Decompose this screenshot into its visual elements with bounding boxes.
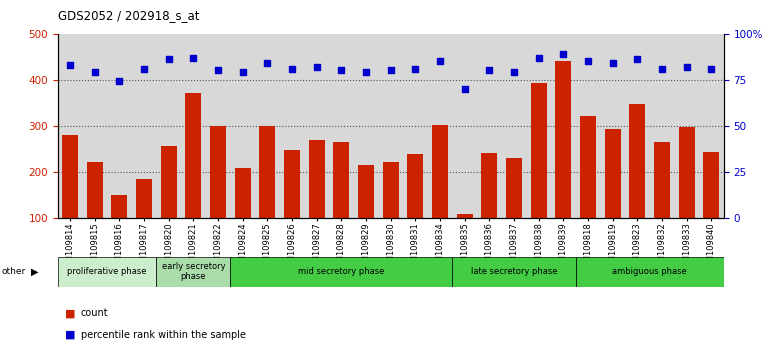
Point xyxy=(384,68,397,73)
Bar xyxy=(235,168,251,264)
Point xyxy=(484,68,496,73)
Text: proliferative phase: proliferative phase xyxy=(67,267,147,276)
Point xyxy=(113,79,126,84)
Point xyxy=(64,62,76,68)
Point xyxy=(310,64,323,70)
Point xyxy=(187,55,199,61)
Bar xyxy=(284,150,300,264)
Bar xyxy=(457,214,473,264)
Bar xyxy=(704,152,719,264)
Point xyxy=(656,66,668,72)
Point xyxy=(533,55,545,61)
Point xyxy=(360,69,372,75)
Point xyxy=(459,86,471,92)
Bar xyxy=(555,61,571,264)
Text: early secretory
phase: early secretory phase xyxy=(162,262,226,281)
Bar xyxy=(333,142,350,264)
Text: mid secretory phase: mid secretory phase xyxy=(298,267,385,276)
Bar xyxy=(210,126,226,264)
Point xyxy=(162,57,175,62)
Bar xyxy=(87,162,102,264)
Point xyxy=(705,66,718,72)
Bar xyxy=(259,126,276,264)
Bar xyxy=(604,129,621,264)
Bar xyxy=(654,142,670,264)
Bar xyxy=(629,104,645,264)
Point xyxy=(410,66,422,72)
Point xyxy=(557,51,570,57)
Text: late secretory phase: late secretory phase xyxy=(471,267,557,276)
Bar xyxy=(531,83,547,264)
Bar xyxy=(230,257,453,287)
Point xyxy=(335,68,347,73)
Text: other: other xyxy=(2,267,25,276)
Bar xyxy=(453,257,576,287)
Text: percentile rank within the sample: percentile rank within the sample xyxy=(81,330,246,339)
Point xyxy=(681,64,693,70)
Bar xyxy=(481,153,497,264)
Point xyxy=(138,66,150,72)
Text: GDS2052 / 202918_s_at: GDS2052 / 202918_s_at xyxy=(58,9,199,22)
Point xyxy=(236,69,249,75)
Point xyxy=(582,58,594,64)
Point xyxy=(434,58,447,64)
Point xyxy=(261,60,273,66)
Bar xyxy=(62,135,78,264)
Point xyxy=(89,69,101,75)
Bar xyxy=(309,141,325,264)
Bar xyxy=(576,257,724,287)
Bar xyxy=(112,195,128,264)
Bar xyxy=(383,162,399,264)
Point xyxy=(607,60,619,66)
Bar xyxy=(186,93,202,264)
Text: ■: ■ xyxy=(65,330,76,339)
Point xyxy=(508,69,521,75)
Bar xyxy=(58,257,156,287)
Bar xyxy=(506,158,522,264)
Text: ■: ■ xyxy=(65,308,76,318)
Text: ambiguous phase: ambiguous phase xyxy=(612,267,687,276)
Text: count: count xyxy=(81,308,109,318)
Bar xyxy=(407,154,424,264)
Bar xyxy=(136,179,152,264)
Bar xyxy=(358,165,374,264)
Bar xyxy=(161,147,177,264)
Text: ▶: ▶ xyxy=(31,267,38,276)
Bar xyxy=(679,127,695,264)
Point xyxy=(286,66,298,72)
Bar xyxy=(432,125,448,264)
Point xyxy=(631,57,644,62)
Bar xyxy=(156,257,230,287)
Bar xyxy=(580,115,596,264)
Point xyxy=(212,68,224,73)
